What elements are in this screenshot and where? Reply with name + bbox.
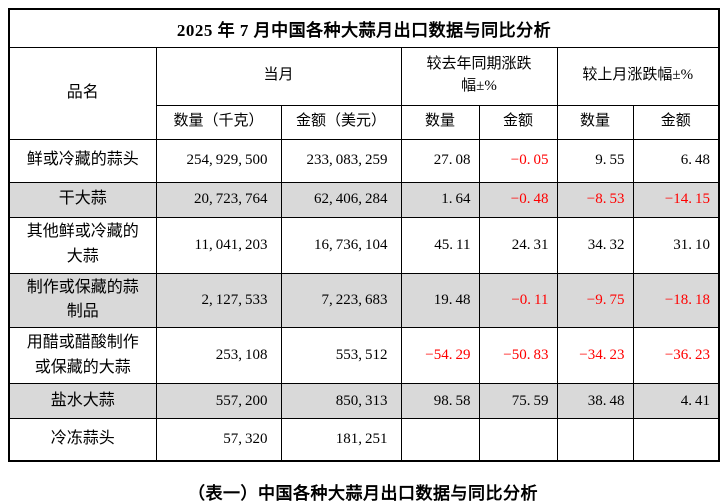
product-name-cell: 用醋或醋酸制作或保藏的大蒜 <box>8 327 157 385</box>
table-caption: （表一）中国各种大蒜月出口数据与同比分析 <box>188 483 538 503</box>
qty-kg-cell: 254, 929, 500 <box>155 138 282 183</box>
yoy-qty-cell: 98. 58 <box>400 383 480 420</box>
qty-kg-cell: 57, 320 <box>155 418 282 462</box>
amount-usd-cell: 181, 251 <box>280 418 402 462</box>
table-row: 制作或保藏的蒜制品 2, 127, 533 7, 223, 683 19. 48… <box>8 272 720 329</box>
product-name-cell: 鲜或冷藏的蒜头 <box>8 138 157 183</box>
qty-kg-cell: 557, 200 <box>155 383 282 420</box>
amount-usd-cell: 233, 083, 259 <box>280 138 402 183</box>
title-row: 2025 年 7 月中国各种大蒜月出口数据与同比分析 <box>8 8 720 48</box>
amount-usd-cell: 62, 406, 284 <box>280 181 402 218</box>
qty-kg-cell: 11, 041, 203 <box>155 216 282 274</box>
mom-amount-cell <box>632 418 720 462</box>
col-header-yoy-amount: 金额 <box>478 104 558 140</box>
yoy-amount-cell: −0. 05 <box>478 138 558 183</box>
mom-amount-cell: 31. 10 <box>632 216 720 274</box>
yoy-qty-cell: 19. 48 <box>400 272 480 329</box>
garlic-export-table: 2025 年 7 月中国各种大蒜月出口数据与同比分析 品名 当月 较去年同期涨跌… <box>8 8 721 462</box>
yoy-qty-cell: 27. 08 <box>400 138 480 183</box>
header-group-row: 品名 当月 较去年同期涨跌幅±% 较上月涨跌幅±% <box>8 46 720 140</box>
amount-usd-cell: 553, 512 <box>280 327 402 385</box>
table-title: 2025 年 7 月中国各种大蒜月出口数据与同比分析 <box>8 8 720 48</box>
yoy-qty-cell: 1. 64 <box>400 181 480 218</box>
table-row: 其他鲜或冷藏的大蒜 11, 041, 203 16, 736, 104 45. … <box>8 216 720 274</box>
mom-qty-cell: −34. 23 <box>556 327 634 385</box>
product-name-cell: 其他鲜或冷藏的大蒜 <box>8 216 157 274</box>
col-header-qty-kg: 数量（千克） <box>155 104 282 140</box>
table-row: 鲜或冷藏的蒜头 254, 929, 500 233, 083, 259 27. … <box>8 138 720 183</box>
col-header-amount-usd: 金额（美元） <box>280 104 402 140</box>
mom-qty-cell <box>556 418 634 462</box>
col-header-mom-amount: 金额 <box>632 104 720 140</box>
mom-amount-cell: −14. 15 <box>632 181 720 218</box>
product-name-cell: 盐水大蒜 <box>8 383 157 420</box>
table-row: 用醋或醋酸制作或保藏的大蒜 253, 108 553, 512 −54. 29 … <box>8 327 720 385</box>
col-header-mom-change: 较上月涨跌幅±% <box>556 46 720 106</box>
product-name-cell: 制作或保藏的蒜制品 <box>8 272 157 329</box>
mom-qty-cell: −9. 75 <box>556 272 634 329</box>
yoy-amount-cell: 75. 59 <box>478 383 558 420</box>
product-name-cell: 干大蒜 <box>8 181 157 218</box>
table-row: 冷冻蒜头 57, 320 181, 251 <box>8 418 720 462</box>
mom-amount-cell: 4. 41 <box>632 383 720 420</box>
product-name-cell: 冷冻蒜头 <box>8 418 157 462</box>
mom-qty-cell: 9. 55 <box>556 138 634 183</box>
qty-kg-cell: 2, 127, 533 <box>155 272 282 329</box>
yoy-qty-cell: −54. 29 <box>400 327 480 385</box>
header-sub-row: 数量（千克） 金额（美元） 数量 金额 数量 金额 <box>9 104 720 140</box>
table-row: 盐水大蒜 557, 200 850, 313 98. 58 75. 59 38.… <box>8 383 720 420</box>
col-header-mom-qty: 数量 <box>556 104 634 140</box>
col-header-product: 品名 <box>8 46 157 140</box>
yoy-amount-cell: 24. 31 <box>478 216 558 274</box>
mom-qty-cell: 34. 32 <box>556 216 634 274</box>
table-row: 干大蒜 20, 723, 764 62, 406, 284 1. 64 −0. … <box>8 181 720 218</box>
mom-qty-cell: −8. 53 <box>556 181 634 218</box>
amount-usd-cell: 850, 313 <box>280 383 402 420</box>
yoy-qty-cell <box>400 418 480 462</box>
qty-kg-cell: 253, 108 <box>155 327 282 385</box>
yoy-amount-cell: −0. 48 <box>478 181 558 218</box>
mom-qty-cell: 38. 48 <box>556 383 634 420</box>
mom-amount-cell: −18. 18 <box>632 272 720 329</box>
qty-kg-cell: 20, 723, 764 <box>155 181 282 218</box>
col-header-yoy-qty: 数量 <box>400 104 480 140</box>
yoy-amount-cell: −50. 83 <box>478 327 558 385</box>
col-header-yoy-change: 较去年同期涨跌幅±% <box>400 46 558 106</box>
yoy-qty-cell: 45. 11 <box>400 216 480 274</box>
mom-amount-cell: −36. 23 <box>632 327 720 385</box>
mom-amount-cell: 6. 48 <box>632 138 720 183</box>
amount-usd-cell: 7, 223, 683 <box>280 272 402 329</box>
col-header-current-month: 当月 <box>155 46 402 106</box>
yoy-amount-cell <box>478 418 558 462</box>
amount-usd-cell: 16, 736, 104 <box>280 216 402 274</box>
yoy-amount-cell: −0. 11 <box>478 272 558 329</box>
